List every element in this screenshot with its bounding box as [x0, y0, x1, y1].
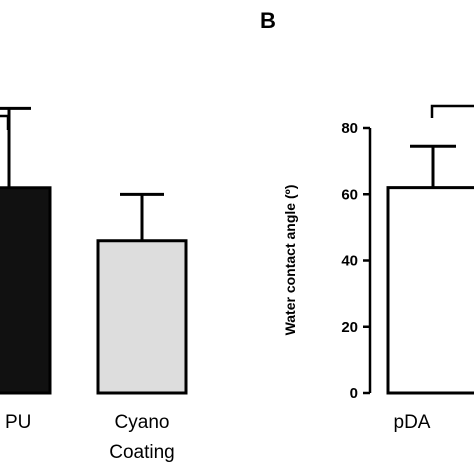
significance-bracket-a [0, 114, 10, 130]
category-label-coating: Coating [109, 442, 175, 463]
y-tick-label-20: 20 [341, 319, 358, 336]
y-axis-label: Water contact angle (º) [282, 185, 298, 336]
category-label-pu: PU [5, 412, 31, 433]
category-label-cyano: Cyano [115, 412, 170, 433]
y-tick-label-60: 60 [341, 186, 358, 203]
bar-pda [386, 186, 474, 395]
category-label-pda: pDA [394, 412, 431, 433]
bar-cyano-coating [96, 239, 188, 395]
panel-a: PU Cyano Coating [0, 106, 188, 463]
panel-label-b: B [260, 8, 276, 33]
y-tick-label-0: 0 [350, 385, 358, 402]
significance-bracket-b [430, 104, 474, 118]
bar-pu [0, 186, 52, 395]
panel-b: B Water contact angle (º) 0 20 40 60 80 … [260, 8, 474, 433]
y-tick-label-40: 40 [341, 253, 358, 270]
y-tick-label-80: 80 [341, 120, 358, 137]
